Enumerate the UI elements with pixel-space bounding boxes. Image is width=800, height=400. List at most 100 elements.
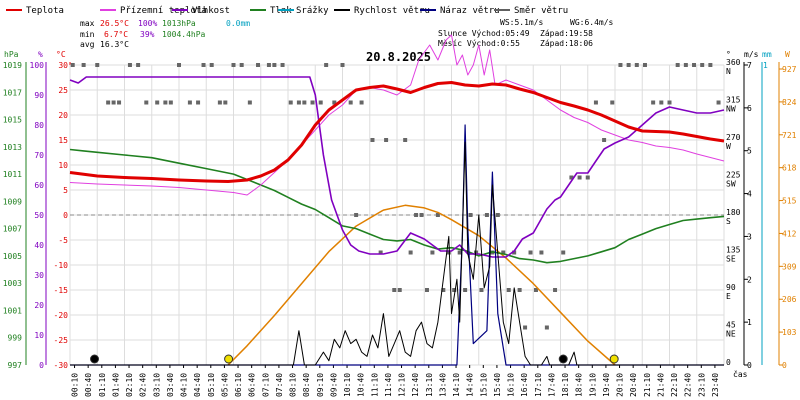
humidity-tick-label: 30 <box>34 271 44 280</box>
wind-direction-point <box>354 213 359 217</box>
wind-direction-point <box>512 250 517 255</box>
wind-direction-point <box>136 63 141 67</box>
solar-tick-label: 927 <box>782 65 797 74</box>
humidity-tick-label: 10 <box>34 331 44 340</box>
stats-min-temp: 6.7°C <box>104 30 128 39</box>
wind-direction-point <box>544 325 549 330</box>
wind-gust-info: WG:6.4m/s <box>570 18 614 27</box>
wind-direction-point <box>296 100 301 105</box>
stats-avg-label: avg <box>80 40 95 49</box>
humidity-tick-label: 60 <box>34 181 44 190</box>
time-tick-label: 19:40 <box>602 373 611 397</box>
wind-direction-point <box>403 138 408 142</box>
legend-label: Srážky <box>296 6 329 16</box>
wind-direction-point <box>414 213 419 217</box>
wind-direction-point <box>111 100 116 105</box>
wind-tick-label: 1 <box>747 318 752 327</box>
time-tick-label: 22:40 <box>684 373 693 397</box>
wind-direction-point <box>561 250 566 255</box>
wind-direction-point <box>468 213 473 217</box>
wind-direction-point <box>634 63 639 67</box>
direction-tick-degrees: 180 <box>726 208 741 217</box>
wind-direction-point <box>127 63 132 67</box>
wind-direction-point <box>716 100 721 105</box>
legend-label: Teplota <box>26 6 64 16</box>
wind-direction-point <box>533 288 538 292</box>
time-tick-label: 13:40 <box>438 373 447 397</box>
wind-direction-point <box>517 288 522 292</box>
wind-direction-point <box>553 288 558 292</box>
humidity-tick-label: 0 <box>39 361 44 370</box>
humidity-tick-label: 80 <box>34 121 44 130</box>
time-tick-label: 03:10 <box>152 373 161 397</box>
legend-label: Vlhkost <box>192 6 230 16</box>
stats-min-label: min <box>80 30 95 39</box>
direction-tick-degrees: 0 <box>726 358 731 367</box>
temp-tick-label: -20 <box>54 311 69 320</box>
pressure-tick-label: 999 <box>8 334 23 343</box>
direction-tick-degrees: 135 <box>726 246 741 255</box>
wind-direction-point <box>223 100 228 105</box>
pressure-tick-label: 1005 <box>3 252 22 261</box>
time-tick-label: 16:10 <box>507 373 516 397</box>
time-tick-label: 23:40 <box>711 373 720 397</box>
legend-label: Směr větru <box>514 6 568 16</box>
wind-direction-point <box>310 100 315 105</box>
time-tick-label: 05:40 <box>220 373 229 397</box>
solar-tick-label: 309 <box>782 262 797 271</box>
pressure-tick-label: 1017 <box>3 88 22 97</box>
time-tick-label: 05:10 <box>207 373 216 397</box>
wind-direction-point <box>95 63 100 67</box>
direction-tick-name: SW <box>726 180 736 189</box>
humidity-tick-label: 40 <box>34 241 44 250</box>
humidity-tick-label: 70 <box>34 151 44 160</box>
wind-direction-point <box>708 63 713 67</box>
time-tick-label: 13:10 <box>425 373 434 397</box>
solar-tick-label: 0 <box>782 361 787 370</box>
temp-tick-label: 25 <box>58 86 68 95</box>
solar-tick-label: 721 <box>782 131 797 140</box>
wind-direction-point <box>288 100 293 105</box>
time-tick-label: 03:40 <box>166 373 175 397</box>
wind-unit: m/s <box>744 50 759 59</box>
wind-direction-point <box>256 63 261 67</box>
time-tick-label: 21:10 <box>643 373 652 397</box>
grid <box>69 64 725 366</box>
legend-label: Rychlost větru <box>354 6 430 16</box>
wind-direction-point <box>340 63 345 67</box>
wind-direction-point <box>280 63 285 67</box>
wind-direction-point <box>618 63 623 67</box>
time-tick-label: 15:10 <box>479 373 488 397</box>
wind-direction-point <box>452 288 457 292</box>
wind-direction-point <box>397 288 402 292</box>
wind-direction-point <box>683 63 688 67</box>
solar-tick-label: 412 <box>782 229 797 238</box>
wind-direction-point <box>463 288 468 292</box>
direction-tick-name: S <box>726 217 731 226</box>
stats-max-hum: 100% <box>138 19 157 28</box>
pressure-unit: hPa <box>4 50 19 59</box>
direction-tick-name: N <box>726 67 731 76</box>
wind-direction-point <box>196 100 201 105</box>
wind-direction-point <box>144 100 149 105</box>
temp-unit: °C <box>56 50 66 59</box>
wind-direction-point <box>667 100 672 105</box>
wind-direction-point <box>384 138 389 142</box>
wind-tick-label: 7 <box>747 61 752 70</box>
wind-direction-point <box>479 288 484 292</box>
wind-direction-point <box>378 250 383 255</box>
humidity-unit: % <box>38 50 43 59</box>
legend: Teplota Přízemní teplota Vlhkost Tlak Sr… <box>6 6 568 16</box>
wind-direction-point <box>626 63 631 67</box>
time-tick-label: 06:10 <box>234 373 243 397</box>
time-tick-label: 11:40 <box>384 373 393 397</box>
wind-direction-point <box>577 175 582 180</box>
direction-tick-name: E <box>726 292 731 301</box>
wind-direction-point <box>106 100 111 105</box>
time-tick-label: 18:40 <box>575 373 584 397</box>
direction-tick-name: NW <box>726 105 736 114</box>
stats-max-rain: 0.0mm <box>226 19 250 28</box>
time-tick-label: 12:10 <box>398 373 407 397</box>
stats-min-hum: 39% <box>140 30 155 39</box>
wind-direction-point <box>163 100 168 105</box>
